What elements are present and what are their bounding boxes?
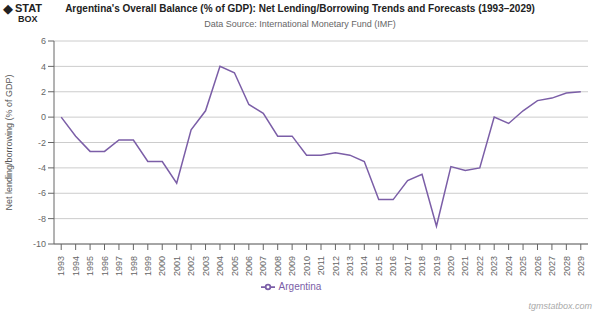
svg-text:2005: 2005 — [230, 256, 240, 276]
svg-text:2001: 2001 — [172, 256, 182, 276]
svg-text:2012: 2012 — [331, 256, 341, 276]
svg-text:-2: -2 — [38, 138, 46, 148]
svg-text:2007: 2007 — [258, 256, 268, 276]
svg-text:2026: 2026 — [533, 256, 543, 276]
svg-text:2: 2 — [41, 87, 46, 97]
svg-text:2028: 2028 — [562, 256, 572, 276]
svg-text:2003: 2003 — [201, 256, 211, 276]
svg-text:2002: 2002 — [186, 256, 196, 276]
svg-text:2022: 2022 — [475, 256, 485, 276]
svg-text:1994: 1994 — [71, 256, 81, 276]
svg-text:1995: 1995 — [85, 256, 95, 276]
svg-text:2008: 2008 — [273, 256, 283, 276]
svg-text:1999: 1999 — [143, 256, 153, 276]
html-text:◆ STAT: ◆ STAT — [3, 1, 43, 16]
svg-text:2024: 2024 — [504, 256, 514, 276]
svg-text:2010: 2010 — [302, 256, 312, 276]
svg-text:2020: 2020 — [446, 256, 456, 276]
svg-text:-8: -8 — [38, 214, 46, 224]
svg-text:2018: 2018 — [417, 256, 427, 276]
html-text:Argentina's Overall Balance (%: Argentina's Overall Balance (% of GDP): … — [65, 3, 535, 14]
svg-text:2019: 2019 — [432, 256, 442, 276]
svg-text:2027: 2027 — [547, 256, 557, 276]
html-text:tgmstatbox.com: tgmstatbox.com — [528, 301, 592, 311]
svg-text:1997: 1997 — [114, 256, 124, 276]
svg-text:2016: 2016 — [388, 256, 398, 276]
svg-text:1998: 1998 — [129, 256, 139, 276]
svg-text:4: 4 — [41, 62, 46, 72]
svg-text:Net lending/borrowing (% of GD: Net lending/borrowing (% of GDP) — [8, 74, 14, 210]
svg-text:2025: 2025 — [518, 256, 528, 276]
svg-text:0: 0 — [41, 112, 46, 122]
svg-text:2029: 2029 — [576, 256, 586, 276]
svg-text:1996: 1996 — [100, 256, 110, 276]
html-text:Argentina: Argentina — [278, 280, 322, 292]
svg-text:2004: 2004 — [215, 256, 225, 276]
svg-text:-4: -4 — [38, 163, 46, 173]
svg-text:2013: 2013 — [345, 256, 355, 276]
svg-text:2023: 2023 — [489, 256, 499, 276]
svg-text:2009: 2009 — [287, 256, 297, 276]
svg-text:2000: 2000 — [157, 256, 167, 276]
svg-text:2015: 2015 — [374, 256, 384, 276]
svg-text:2017: 2017 — [403, 256, 413, 276]
svg-text:6: 6 — [41, 36, 46, 46]
svg-text:-10: -10 — [33, 239, 46, 249]
html-text:BOX: BOX — [18, 14, 38, 24]
svg-text:2021: 2021 — [460, 256, 470, 276]
svg-text:2006: 2006 — [244, 256, 254, 276]
svg-text:2011: 2011 — [316, 256, 326, 275]
svg-text:1993: 1993 — [56, 256, 66, 276]
svg-text:2014: 2014 — [359, 256, 369, 276]
svg-text:-6: -6 — [38, 188, 46, 198]
html-text:Data Source: International Mon: Data Source: International Monetary Fund… — [204, 19, 396, 29]
